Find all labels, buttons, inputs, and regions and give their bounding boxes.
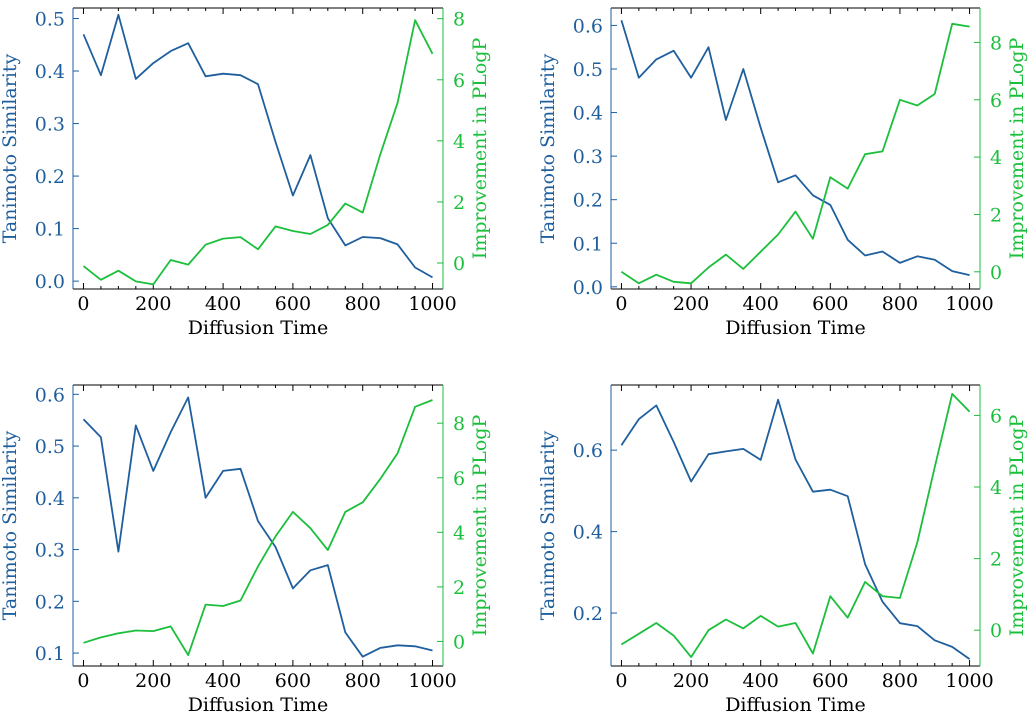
subplot-1: 0 200 400 600 800 1000 0.0 0.1 0.2 0.3 0.4 0.5 0 2 4 6 8… — [0, 7, 491, 339]
x-tick-label: 200 — [673, 670, 709, 692]
left-y-axis-label: Tanimoto Similarity — [0, 430, 21, 620]
left-y-tick-label: 0.2 — [35, 591, 65, 613]
right-y-tick-label: 4 — [990, 147, 1002, 169]
left-y-tick-label: 0.0 — [35, 271, 65, 293]
left-y-tick-label: 0.3 — [35, 114, 65, 136]
x-tick-label: 200 — [673, 293, 709, 315]
left-y-tick-label: 0.2 — [573, 190, 603, 212]
x-tick-label: 0 — [615, 293, 627, 315]
tanimoto-similarity-line — [82, 396, 433, 658]
left-y-tick-label: 0.1 — [35, 643, 65, 665]
left-y-axis-label: Tanimoto Similarity — [537, 430, 559, 620]
x-tick-label: 0 — [77, 670, 89, 692]
x-tick-label: 800 — [345, 293, 381, 315]
x-tick-label: 1000 — [408, 293, 456, 315]
right-y-axis-label: Improvement in PLogP — [469, 415, 491, 637]
left-y-tick-label: 0.3 — [573, 146, 603, 168]
right-y-tick-label: 8 — [453, 413, 465, 435]
left-y-tick-label: 0.4 — [573, 103, 603, 125]
x-tick-label: 0 — [77, 293, 89, 315]
x-tick-label: 0 — [615, 670, 627, 692]
left-y-tick-label: 0.2 — [35, 166, 65, 188]
x-axis-label: Diffusion Time — [188, 317, 329, 339]
tanimoto-similarity-line — [620, 19, 970, 276]
right-y-tick-label: 2 — [453, 577, 465, 599]
right-y-axis-label: Improvement in PLogP — [1006, 415, 1028, 637]
right-y-tick-label: 2 — [990, 204, 1002, 226]
x-axis-label: Diffusion Time — [188, 694, 329, 715]
right-y-tick-label: 4 — [990, 477, 1002, 499]
plogp-improvement-line — [620, 22, 970, 285]
left-y-tick-label: 0.1 — [35, 219, 65, 241]
x-tick-label: 600 — [812, 670, 848, 692]
left-y-tick-label: 0.6 — [35, 384, 65, 406]
subplot-3: 0 200 400 600 800 1000 0.1 0.2 0.3 0.4 0.5 0.6 0 2 4 6 8… — [0, 384, 491, 715]
x-tick-label: 400 — [205, 293, 241, 315]
right-y-tick-label: 8 — [990, 32, 1002, 54]
x-tick-label: 200 — [135, 293, 171, 315]
x-axis-label: Diffusion Time — [725, 317, 866, 339]
x-tick-label: 400 — [743, 293, 779, 315]
x-tick-label: 400 — [205, 670, 241, 692]
x-tick-label: 200 — [135, 670, 171, 692]
x-tick-label: 600 — [275, 293, 311, 315]
left-y-tick-label: 0.3 — [35, 540, 65, 562]
x-tick-label: 800 — [345, 670, 381, 692]
left-y-axis-label: Tanimoto Similarity — [537, 53, 559, 243]
left-y-tick-label: 0.2 — [573, 603, 603, 625]
tanimoto-similarity-line — [620, 398, 971, 660]
plogp-improvement-line — [620, 392, 971, 658]
left-y-tick-label: 0.5 — [573, 59, 603, 81]
left-y-tick-label: 0.4 — [35, 488, 65, 510]
right-y-tick-label: 6 — [453, 468, 465, 490]
subplot-4: 0 200 400 600 800 1000 0.2 0.4 0.6 0 2 4 6 Diffusion … — [537, 384, 1028, 715]
left-y-tick-label: 0.0 — [573, 277, 603, 299]
x-tick-label: 800 — [882, 293, 918, 315]
left-y-tick-label: 0.6 — [573, 440, 603, 462]
x-axis-label: Diffusion Time — [725, 694, 866, 715]
subplot-2: 0 200 400 600 800 1000 0.0 0.1 0.2 0.3 0.4 0.5 0.6 0 2… — [537, 7, 1028, 339]
left-y-axis-label: Tanimoto Similarity — [0, 53, 21, 243]
right-y-tick-label: 0 — [990, 262, 1002, 284]
right-y-tick-label: 6 — [453, 70, 465, 92]
left-y-tick-label: 0.1 — [573, 233, 603, 255]
tanimoto-similarity-line — [82, 13, 433, 279]
right-y-tick-label: 0 — [990, 620, 1002, 642]
right-y-tick-label: 4 — [453, 131, 465, 153]
right-y-tick-label: 6 — [990, 90, 1002, 112]
right-y-tick-label: 2 — [990, 549, 1002, 571]
x-tick-label: 1000 — [408, 670, 456, 692]
left-y-tick-label: 0.5 — [35, 436, 65, 458]
x-tick-label: 600 — [812, 293, 848, 315]
right-y-tick-label: 4 — [453, 522, 465, 544]
plogp-improvement-line — [83, 399, 433, 656]
right-y-axis-label: Improvement in PLogP — [1006, 38, 1028, 260]
left-y-tick-label: 0.5 — [35, 9, 65, 31]
right-y-tick-label: 8 — [453, 9, 465, 31]
x-tick-label: 800 — [882, 670, 918, 692]
left-y-tick-label: 0.6 — [573, 15, 603, 37]
plogp-improvement-line — [82, 19, 434, 286]
right-y-tick-label: 0 — [453, 631, 465, 653]
x-tick-label: 1000 — [945, 293, 993, 315]
right-y-tick-label: 0 — [453, 253, 465, 275]
left-y-tick-label: 0.4 — [35, 61, 65, 83]
x-tick-label: 600 — [275, 670, 311, 692]
right-y-tick-label: 2 — [453, 192, 465, 214]
right-y-tick-label: 6 — [990, 405, 1002, 427]
right-y-axis-label: Improvement in PLogP — [469, 38, 491, 260]
left-y-tick-label: 0.4 — [573, 522, 603, 544]
x-tick-label: 400 — [743, 670, 779, 692]
x-tick-label: 1000 — [945, 670, 993, 692]
